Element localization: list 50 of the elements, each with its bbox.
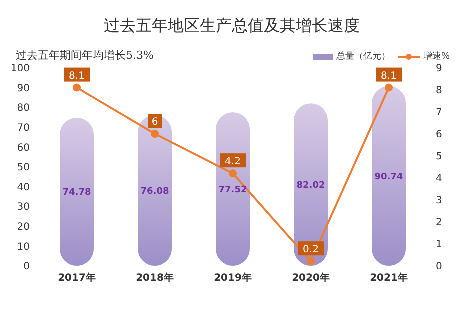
legend-label: 总量（亿元） xyxy=(335,50,390,63)
y-tick-label: 40 xyxy=(17,182,30,194)
data-label: 4.2 xyxy=(225,156,241,168)
data-label: 6 xyxy=(152,117,158,128)
point xyxy=(229,170,237,178)
x-tick-label: 2021年 xyxy=(370,272,408,284)
data-label: 8.1 xyxy=(69,70,85,82)
y-tick-label: 100 xyxy=(10,64,30,75)
y-tick-label: 80 xyxy=(17,103,30,114)
data-label: 76.08 xyxy=(140,186,170,197)
data-label: 90.74 xyxy=(374,172,404,182)
data-label: 74.78 xyxy=(62,188,92,198)
point xyxy=(385,84,393,92)
y-tick-label: 70 xyxy=(17,122,30,134)
y2-tick-label: 5 xyxy=(436,152,442,163)
y2-tick-label: 3 xyxy=(436,196,442,207)
bar xyxy=(372,86,406,266)
x-tick-label: 2018年 xyxy=(136,272,174,284)
y-tick-label: 60 xyxy=(17,142,30,154)
bar xyxy=(294,104,328,266)
y-tick-label: 30 xyxy=(17,202,30,214)
legend-label: 增速% xyxy=(422,50,450,63)
data-label: 82.02 xyxy=(296,180,326,191)
point xyxy=(151,130,159,138)
bar xyxy=(60,118,94,266)
y-tick-label: 10 xyxy=(17,242,30,253)
y2-tick-label: 2 xyxy=(436,218,442,229)
point xyxy=(307,258,315,266)
y-tick-label: 0 xyxy=(24,262,30,273)
y2-tick-label: 6 xyxy=(436,130,442,141)
bar xyxy=(216,112,250,266)
bar xyxy=(138,115,172,266)
chart-title: 过去五年地区生产总值及其增长速度 xyxy=(103,15,361,37)
point xyxy=(73,84,81,92)
x-tick-label: 2017年 xyxy=(58,272,96,284)
x-tick-label: 2019年 xyxy=(214,272,252,284)
x-tick-label: 2020年 xyxy=(292,272,330,284)
y2-tick-label: 0 xyxy=(436,262,442,273)
y2-tick-label: 4 xyxy=(436,174,442,185)
chart-subtitle: 过去五年期间年均增长5.3% xyxy=(16,48,154,63)
data-label: 0.2 xyxy=(303,244,319,256)
data-label: 77.52 xyxy=(218,185,248,196)
y2-tick-label: 1 xyxy=(436,240,442,251)
y2-tick-label: 7 xyxy=(436,108,442,119)
y-tick-label: 90 xyxy=(17,83,30,94)
data-label: 8.1 xyxy=(381,70,397,82)
y-tick-label: 50 xyxy=(17,162,30,174)
y-tick-label: 20 xyxy=(17,222,30,233)
y2-tick-label: 9 xyxy=(436,64,442,75)
y2-tick-label: 8 xyxy=(436,86,442,97)
